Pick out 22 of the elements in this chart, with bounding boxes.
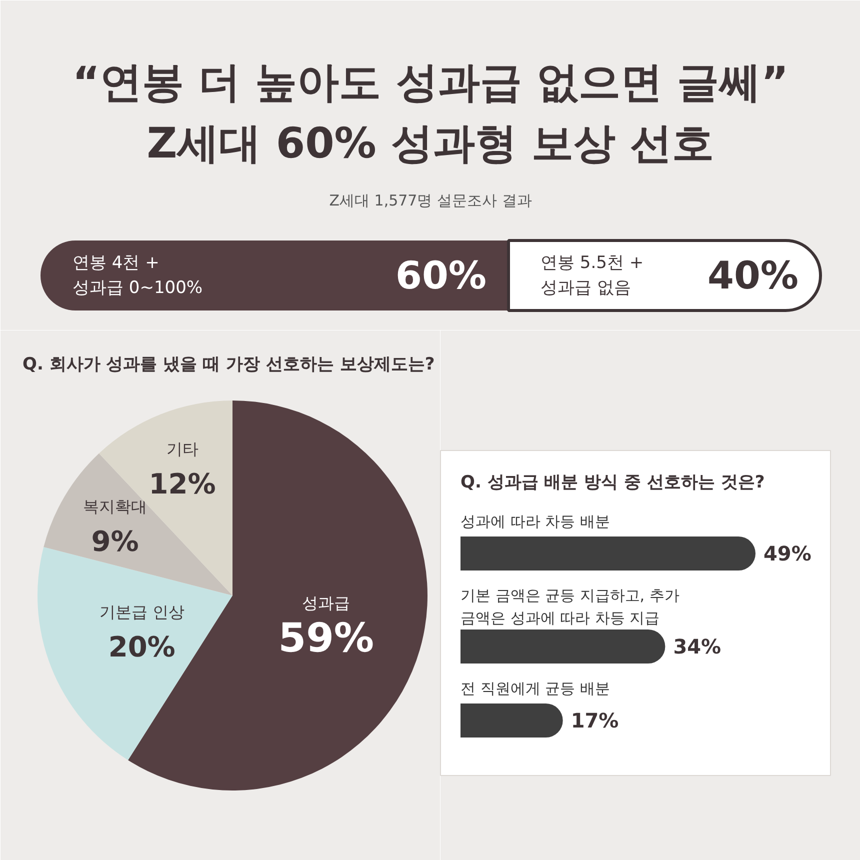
data-label: 9% (91, 525, 139, 558)
data-label: 40% (708, 254, 799, 298)
chart-title: Q. 회사가 성과를 냈을 때 가장 선호하는 보상제도는? (22, 354, 435, 374)
data-label: 20% (108, 630, 176, 664)
series-label: 연봉 5.5천 + 성과급 없음 (540, 253, 644, 298)
series-label: 연봉 4천 + 성과급 0~100% (72, 253, 203, 298)
data-label: 49% (764, 542, 812, 566)
slice-label: 기타 (166, 440, 198, 459)
y-tick-label: 기본 금액은 균등 지급하고, 추가 금액은 성과에 따라 차등 지급 (460, 586, 680, 627)
slice-label: 성과급 (302, 594, 350, 613)
data-label: 12% (148, 468, 216, 501)
data-label: 59% (278, 615, 374, 662)
chart-subtitle: Z세대 1,577명 설문조사 결과 (329, 192, 532, 210)
slice-label: 복지확대 (83, 497, 148, 516)
data-label: 60% (396, 254, 487, 298)
slice-label: 기본급 인상 (99, 602, 184, 622)
data-label: 34% (673, 634, 722, 658)
y-tick-label: 전 직원에게 균등 배분 (460, 680, 610, 698)
chart-title: “연봉 더 높아도 성과급 없으면 글쎄” Z세대 60% 성과형 보상 선호 (72, 57, 789, 168)
chart-title: Q. 성과급 배분 방식 중 선호하는 것은? (460, 472, 765, 492)
data-label: 17% (570, 708, 619, 732)
y-tick-label: 성과에 따라 차등 배분 (460, 512, 610, 530)
